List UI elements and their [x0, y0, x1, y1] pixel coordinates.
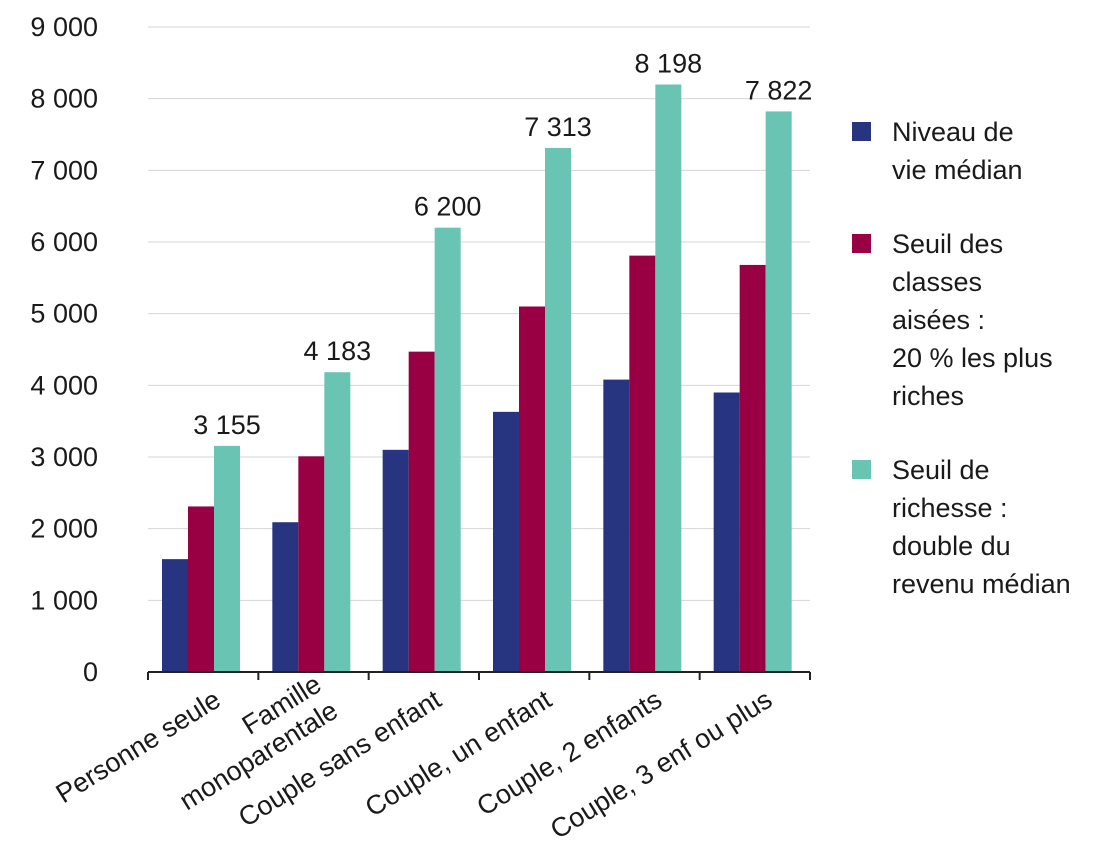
- y-tick-label: 1 000: [30, 585, 98, 615]
- bar: [519, 306, 545, 672]
- category-label: Couple, 2 enfants: [472, 684, 667, 822]
- y-tick-label: 5 000: [30, 299, 98, 329]
- legend-item: Niveau de vie médian: [852, 113, 1102, 189]
- data-label: 6 200: [414, 192, 482, 222]
- legend-swatch: [852, 460, 871, 479]
- bar: [324, 372, 351, 672]
- legend-label: Niveau de vie médian: [892, 117, 1023, 185]
- bar: [188, 506, 214, 672]
- bar: [655, 84, 682, 672]
- bar: [493, 411, 519, 672]
- category-label-line: Couple, un enfant: [360, 684, 557, 823]
- y-tick-label: 0: [83, 657, 98, 687]
- bar: [434, 227, 461, 672]
- legend-label: Seuil de richesse : double du revenu méd…: [892, 455, 1071, 599]
- bar: [629, 255, 656, 672]
- bar: [603, 379, 630, 672]
- data-label: 4 183: [304, 336, 372, 366]
- legend-item: Seuil des classes aisées : 20 % les plus…: [852, 225, 1102, 415]
- data-label: 8 198: [635, 48, 703, 78]
- legend-swatch: [852, 122, 871, 141]
- legend-item: Seuil de richesse : double du revenu méd…: [852, 451, 1102, 603]
- category-label: Famillemonoparentale: [158, 669, 343, 816]
- data-labels: 3 155 4 183 6 200 7 313 8 198 7 822: [193, 48, 812, 439]
- legend: Niveau de vie médian Seuil des classes ai…: [852, 113, 1102, 639]
- legend-swatch: [852, 234, 871, 253]
- bar: [545, 147, 571, 672]
- category-label: Couple, un enfant: [360, 684, 557, 823]
- data-label: 7 313: [524, 112, 592, 142]
- y-tick-label: 8 000: [30, 84, 98, 114]
- category-labels: Personne seule FamillemonoparentaleCouple…: [51, 669, 778, 845]
- bar: [272, 522, 299, 672]
- y-tick-labels: 0 1 000 2 000 3 000 4 000 5 000 6 000 7 000 8 00…: [30, 12, 98, 687]
- bar: [298, 456, 325, 672]
- bar: [162, 559, 188, 672]
- bar: [739, 264, 766, 672]
- category-label-line: Couple, 2 enfants: [472, 684, 667, 822]
- bars: [162, 84, 792, 672]
- legend-label: Seuil des classes aisées : 20 % les plus…: [892, 229, 1053, 411]
- bar: [765, 111, 792, 672]
- y-tick-label: 4 000: [30, 370, 98, 400]
- bar: [382, 449, 409, 672]
- bar: [214, 445, 240, 672]
- y-tick-label: 2 000: [30, 514, 98, 544]
- bar: [408, 351, 435, 672]
- y-tick-label: 9 000: [30, 12, 98, 42]
- y-tick-label: 3 000: [30, 442, 98, 472]
- y-tick-label: 7 000: [30, 155, 98, 185]
- gridlines: [148, 26, 810, 601]
- axes: [147, 671, 811, 680]
- data-label: 7 822: [745, 75, 813, 105]
- data-label: 3 155: [193, 410, 261, 440]
- y-tick-label: 6 000: [30, 227, 98, 257]
- bar: [713, 392, 740, 672]
